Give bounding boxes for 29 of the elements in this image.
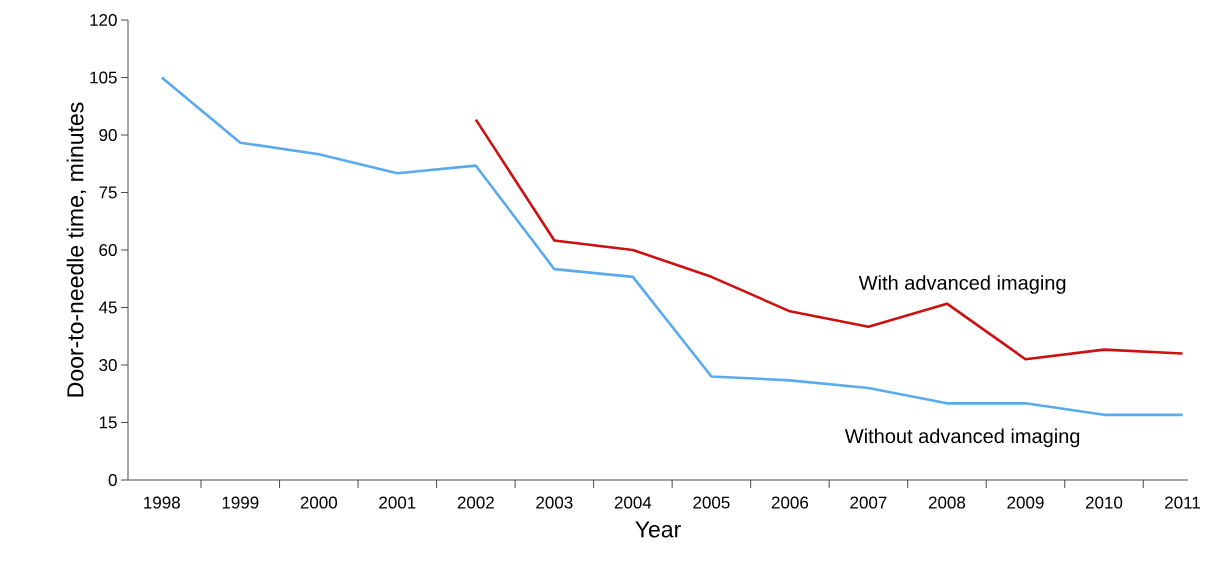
x-tick-label: 2007 [850,496,887,509]
x-axis-title: Year [635,521,681,538]
x-tick-label: 2002 [457,496,494,509]
x-tick-label: 2004 [614,496,652,509]
y-tick-label: 75 [99,186,117,199]
x-tick-label: 2006 [771,496,809,509]
y-tick-label: 45 [98,301,117,314]
series-label: With advanced imaging [858,275,1066,294]
y-tick-label: 15 [99,416,117,429]
y-tick-label: 120 [90,13,117,27]
y-axis-title: Door-to-needle time, minutes [66,102,87,397]
x-tick-label: 2010 [1085,496,1123,509]
series-label: Without advanced imaging [844,428,1080,448]
line-series [474,118,1184,361]
y-tick-label: 90 [99,128,117,142]
y-tick-label: 60 [99,243,117,257]
x-tick-label: 1998 [144,496,180,509]
x-tick-label: 2003 [536,496,573,509]
y-tick-label: 0 [108,473,117,487]
x-tick-label: 2011 [1165,496,1200,509]
y-tick-label: 30 [99,358,117,372]
line-series [160,76,1184,417]
x-tick-label: 1999 [222,496,259,509]
x-tick-label: 2000 [300,496,338,509]
y-tick-label: 105 [90,71,117,84]
x-tick-label: 2009 [1007,496,1044,509]
x-tick-label: 2008 [928,496,966,509]
x-tick-label: 2001 [379,496,416,509]
x-tick-label: 2005 [693,496,730,509]
